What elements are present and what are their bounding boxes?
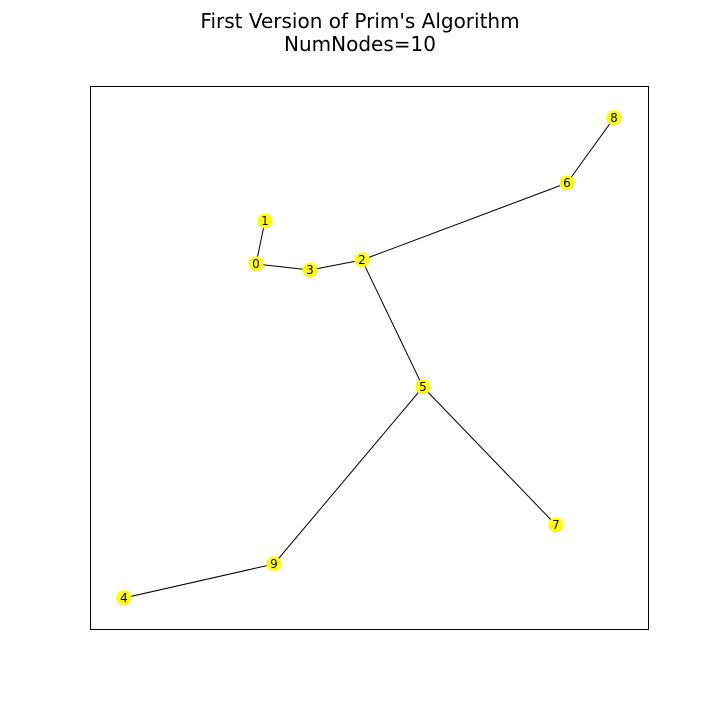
- node-label-1: 1: [261, 214, 269, 228]
- edge-3-2: [309, 259, 363, 271]
- node-circle-6: [559, 175, 575, 191]
- edge-0-3: [255, 263, 311, 271]
- node-label-2: 2: [358, 253, 366, 267]
- node-5: 5: [415, 379, 431, 395]
- node-7: 7: [548, 517, 564, 533]
- edges-layer: [123, 117, 615, 599]
- node-9: 9: [266, 556, 282, 572]
- node-circle-2: [354, 252, 370, 268]
- node-label-8: 8: [610, 111, 618, 125]
- edge-5-9: [273, 386, 424, 565]
- node-circle-7: [548, 517, 564, 533]
- node-circle-8: [606, 110, 622, 126]
- node-circle-0: [248, 256, 264, 272]
- edge-2-6: [361, 182, 568, 261]
- node-8: 8: [606, 110, 622, 126]
- node-circle-4: [116, 590, 132, 606]
- node-label-6: 6: [563, 176, 571, 190]
- node-circle-1: [257, 213, 273, 229]
- node-1: 1: [257, 213, 273, 229]
- edge-2-5: [361, 259, 424, 388]
- node-label-9: 9: [270, 557, 278, 571]
- node-circle-3: [302, 262, 318, 278]
- node-label-0: 0: [252, 257, 260, 271]
- node-3: 3: [302, 262, 318, 278]
- node-label-7: 7: [552, 518, 560, 532]
- node-label-3: 3: [306, 263, 314, 277]
- node-0: 0: [248, 256, 264, 272]
- node-circle-5: [415, 379, 431, 395]
- node-6: 6: [559, 175, 575, 191]
- node-label-4: 4: [120, 591, 128, 605]
- chart-title: First Version of Prim's Algorithm: [200, 9, 520, 33]
- node-circle-9: [266, 556, 282, 572]
- node-2: 2: [354, 252, 370, 268]
- node-4: 4: [116, 590, 132, 606]
- node-label-5: 5: [419, 380, 427, 394]
- plot-frame: [90, 86, 649, 630]
- edge-6-8: [566, 117, 615, 184]
- nodes-layer: 0 1 2 3 4 5 6 7 8 9: [116, 110, 622, 606]
- chart-subtitle: NumNodes=10: [284, 32, 436, 56]
- edge-5-7: [422, 386, 557, 526]
- edge-9-4: [123, 563, 275, 599]
